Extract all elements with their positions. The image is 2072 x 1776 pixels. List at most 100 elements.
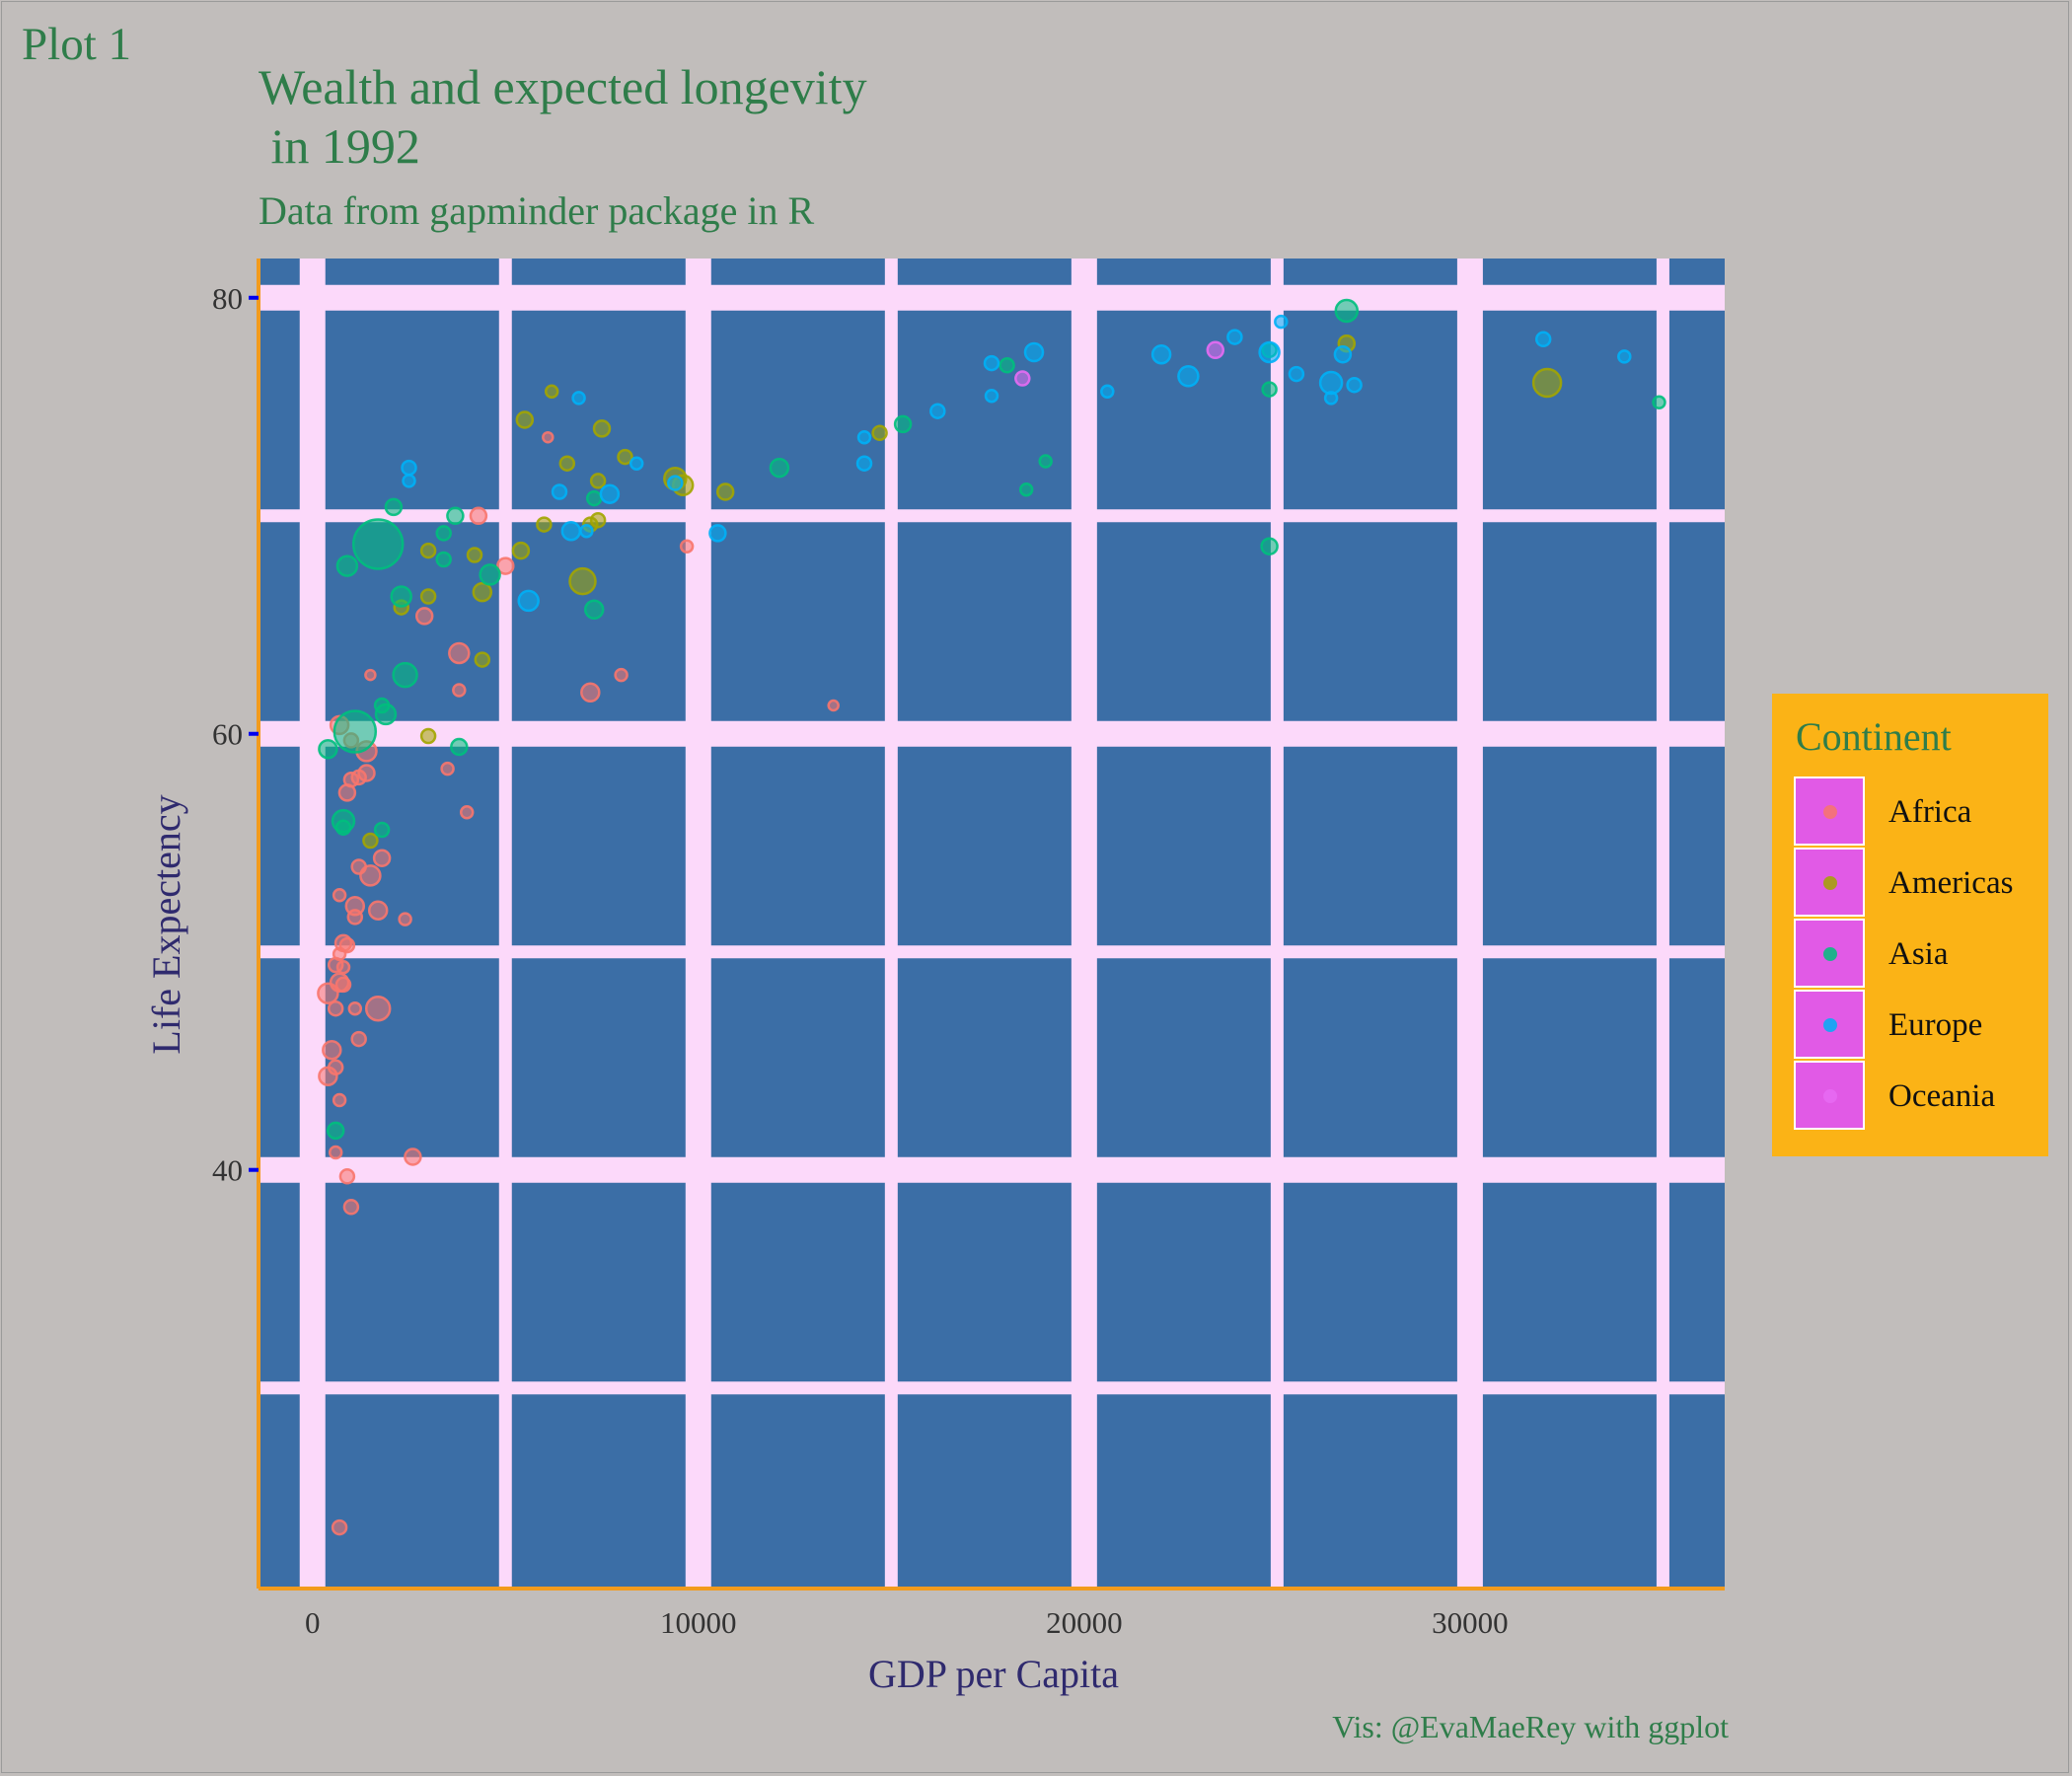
legend-dot-africa [1823, 805, 1837, 819]
point-americas [472, 581, 493, 603]
point-asia [893, 414, 913, 434]
point-asia [1018, 481, 1034, 497]
x-tick-label: 10000 [660, 1605, 737, 1640]
chart-title: Wealth and expected longevity in 1992 [259, 59, 867, 174]
point-africa [334, 976, 352, 994]
point-asia [1038, 454, 1053, 469]
point-africa [338, 1168, 356, 1185]
point-europe [1323, 391, 1339, 406]
point-africa [327, 999, 344, 1017]
point-asia [1261, 381, 1278, 398]
point-asia [326, 1121, 345, 1141]
point-africa [328, 1145, 343, 1160]
point-americas [511, 541, 531, 560]
point-asia [450, 737, 469, 757]
point-africa [448, 641, 471, 665]
point-americas [568, 566, 597, 596]
legend-dot-oceania [1823, 1089, 1837, 1103]
legend-label-europe: Europe [1888, 1007, 1983, 1043]
point-africa [350, 1030, 367, 1048]
legend-key-europe [1794, 990, 1865, 1059]
point-asia [585, 489, 603, 507]
point-africa [332, 1092, 347, 1108]
point-asia [999, 357, 1015, 374]
point-americas [362, 832, 379, 850]
point-europe [1534, 331, 1552, 348]
point-africa [414, 607, 434, 626]
legend-key-oceania [1794, 1061, 1865, 1130]
point-africa [332, 888, 347, 903]
x-tick-label: 20000 [1046, 1605, 1123, 1640]
grid-lines [259, 259, 1725, 1589]
point-africa [337, 783, 357, 802]
point-africa [347, 1000, 363, 1016]
data-points [317, 298, 1666, 1536]
point-europe [1346, 376, 1363, 394]
point-americas [558, 455, 576, 472]
point-americas [871, 424, 888, 442]
point-oceania [1206, 340, 1225, 360]
point-asia [1652, 395, 1666, 410]
point-asia [446, 506, 465, 526]
point-africa [335, 959, 351, 975]
point-europe [551, 483, 568, 500]
point-europe [402, 474, 416, 488]
legend-dot-asia [1823, 947, 1837, 961]
point-africa [364, 668, 377, 682]
point-europe [1318, 370, 1344, 396]
point-africa [679, 539, 695, 554]
legend-title: Continent [1796, 714, 1952, 759]
point-europe [599, 483, 621, 504]
point-asia [769, 457, 790, 479]
point-europe [1617, 349, 1632, 364]
point-africa [346, 909, 364, 925]
point-asia [334, 819, 352, 837]
point-asia [1260, 537, 1279, 555]
plot-tag: Plot 1 [22, 19, 132, 70]
point-europe [667, 475, 684, 491]
point-africa [496, 556, 515, 575]
point-asia [435, 525, 452, 542]
point-americas [466, 547, 483, 563]
point-asia [333, 709, 378, 754]
point-africa [469, 506, 488, 526]
point-americas [419, 542, 437, 559]
chart-subtitle: Data from gapminder package in R [259, 188, 815, 233]
point-africa [318, 1066, 338, 1086]
point-europe [1023, 341, 1045, 363]
legend-label-oceania: Oceania [1888, 1078, 1996, 1114]
point-americas [419, 727, 437, 745]
point-africa [452, 683, 467, 698]
point-europe [1226, 329, 1243, 345]
point-africa [459, 805, 475, 820]
legend-dot-europe [1823, 1018, 1837, 1032]
point-africa [404, 1147, 422, 1166]
point-asia [373, 821, 391, 839]
axes: 40 60 80 0 10000 20000 30000 [212, 259, 1725, 1640]
point-africa [827, 699, 840, 712]
point-asia [390, 585, 412, 608]
caption: Vis: @EvaMaeRey with ggplot [1332, 1709, 1729, 1744]
point-africa [367, 900, 389, 921]
point-africa [398, 912, 412, 926]
point-europe [579, 523, 594, 539]
point-americas [536, 516, 553, 533]
point-europe [401, 459, 417, 477]
point-africa [342, 1199, 360, 1216]
point-africa [542, 430, 555, 444]
point-oceania [1014, 370, 1031, 387]
point-americas [617, 448, 633, 466]
y-axis-label: Life Expectency [144, 794, 188, 1054]
x-axis-label: GDP per Capita [868, 1652, 1119, 1696]
point-americas [592, 419, 612, 438]
point-africa [372, 849, 392, 867]
point-asia [583, 599, 605, 621]
point-africa [364, 995, 392, 1022]
point-africa [331, 1518, 348, 1536]
point-asia [335, 555, 359, 577]
point-americas [715, 482, 735, 501]
point-americas [515, 410, 535, 429]
point-africa [317, 982, 339, 1004]
point-africa [580, 682, 601, 703]
